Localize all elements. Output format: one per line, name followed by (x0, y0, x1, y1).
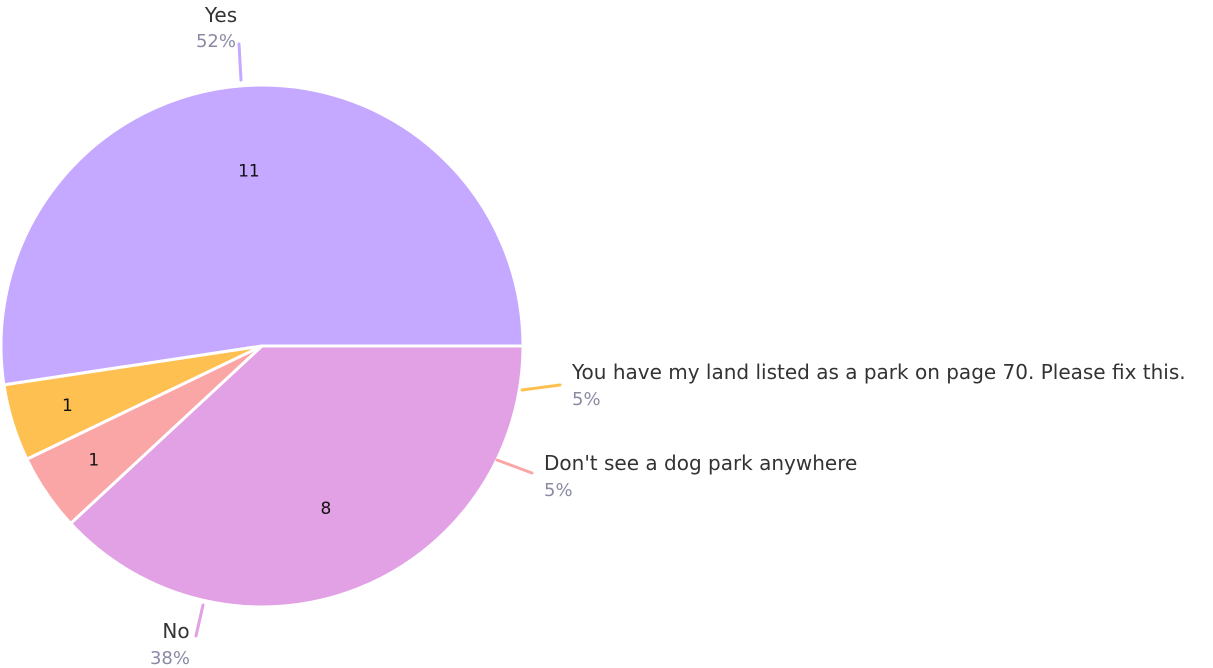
slice-percent-label: 5% (572, 389, 601, 410)
slice-category-label: Yes (204, 3, 237, 27)
leader-line (495, 458, 534, 475)
slice-count-label: 11 (238, 162, 260, 182)
slice-category-label: You have my land listed as a park on pag… (571, 360, 1186, 384)
slice-percent-label: 38% (150, 648, 190, 668)
leader-line (194, 603, 205, 638)
slice-percent-label: 52% (196, 31, 236, 52)
pie-slice-yes (0, 83, 525, 387)
leaders-layer (194, 42, 562, 638)
slice-count-label: 1 (62, 396, 73, 416)
pie-slice-no (68, 344, 525, 609)
slice-category-label: Don't see a dog park anywhere (544, 451, 857, 475)
slice-category-label: No (162, 619, 189, 643)
slice-count-label: 1 (88, 451, 99, 471)
labels-layer: 11 Yes 52% 1 You have my land listed as a pa… (62, 3, 1186, 668)
slices-layer (0, 83, 525, 609)
slice-percent-label: 5% (544, 480, 573, 501)
leader-line (520, 383, 562, 392)
leader-line (237, 42, 243, 82)
slice-count-label: 8 (320, 499, 331, 519)
